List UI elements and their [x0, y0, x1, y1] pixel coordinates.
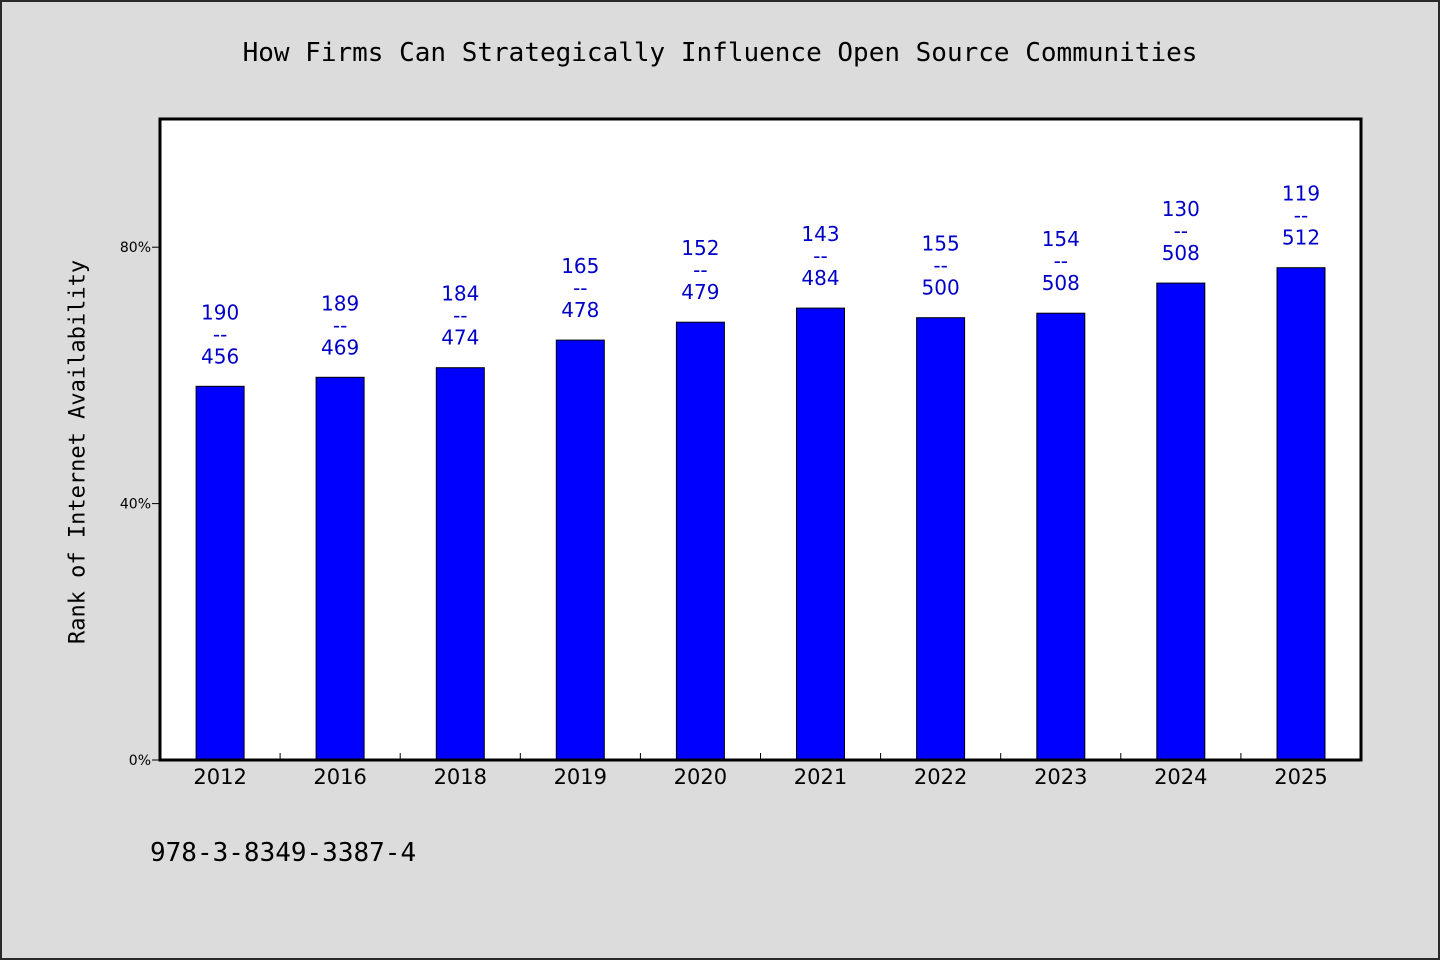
bar-2018 [435, 367, 485, 761]
x-tick-label-2019: 2019 [554, 765, 607, 789]
x-tick-label-2023: 2023 [1034, 765, 1087, 789]
data-label-2025-line-3: 512 [1282, 226, 1320, 250]
x-tick-label-2024: 2024 [1154, 765, 1207, 789]
data-labels-group: 190--456189--469184--474165--478152--479… [201, 182, 1320, 369]
y-tick-label-80: 80% [120, 240, 151, 256]
footer-code: 978-3-8349-3387-4 [150, 838, 416, 868]
data-label-2025-line-1: 119 [1282, 182, 1320, 206]
x-tick-label-2018: 2018 [434, 765, 487, 789]
chart-title: How Firms Can Strategically Influence Op… [243, 38, 1198, 68]
data-label-2023-line-2: -- [1054, 249, 1068, 273]
data-label-2012-line-1: 190 [201, 300, 239, 324]
data-label-2019-line-2: -- [573, 276, 587, 300]
bar-2023 [1036, 312, 1086, 761]
plot-border [158, 117, 1363, 762]
data-label-2018-line-1: 184 [441, 282, 479, 306]
data-label-2012-line-2: -- [213, 322, 227, 346]
data-label-2016-line-2: -- [333, 313, 347, 337]
data-label-2022-line-2: -- [933, 254, 947, 278]
data-label-2024-line-2: -- [1174, 219, 1188, 243]
data-label-2016-line-1: 189 [321, 291, 359, 315]
x-tick-label-2022: 2022 [914, 765, 967, 789]
bar-2020 [675, 321, 725, 761]
data-label-2019-line-1: 165 [561, 254, 599, 278]
bar-2022 [916, 317, 966, 761]
data-label-2022-line-1: 155 [922, 232, 960, 256]
data-label-2024-line-1: 130 [1162, 197, 1200, 221]
x-tick-label-2016: 2016 [313, 765, 366, 789]
data-label-2016-line-3: 469 [321, 335, 359, 359]
data-label-2021-line-1: 143 [801, 222, 839, 246]
x-tick-label-2012: 2012 [193, 765, 246, 789]
data-label-2020-line-1: 152 [681, 236, 719, 260]
data-label-2022-line-3: 500 [922, 276, 960, 300]
data-label-2012-line-3: 456 [201, 344, 239, 368]
data-label-2019-line-3: 478 [561, 298, 599, 322]
data-label-2018-line-3: 474 [441, 326, 479, 350]
data-label-2018-line-2: -- [453, 304, 467, 328]
data-label-2024-line-3: 508 [1162, 241, 1200, 265]
bar-2021 [796, 307, 845, 761]
x-tick-label-2025: 2025 [1274, 765, 1327, 789]
bar-2012 [195, 385, 245, 761]
bars-group [195, 267, 1326, 761]
data-label-2025-line-2: -- [1294, 204, 1308, 228]
bar-2024 [1156, 282, 1206, 761]
bar-2019 [555, 339, 605, 761]
y-axis-title: Rank of Internet Availability [66, 260, 91, 644]
data-label-2021-line-2: -- [813, 244, 827, 268]
x-tick-label-2020: 2020 [674, 765, 727, 789]
y-axis: 0% 40% 80% [120, 240, 160, 769]
data-label-2023-line-3: 508 [1042, 271, 1080, 295]
data-label-2023-line-1: 154 [1042, 227, 1080, 251]
x-axis: 2012 2016 2018 2019 2020 2021 2022 2023 2024 2025 [193, 753, 1328, 789]
data-label-2020-line-3: 479 [681, 280, 719, 304]
x-tick-label-2021: 2021 [794, 765, 847, 789]
data-label-2021-line-3: 484 [801, 266, 839, 290]
y-tick-label-0: 0% [129, 753, 151, 769]
bar-2025 [1276, 267, 1326, 761]
data-label-2020-line-2: -- [693, 258, 707, 282]
bar-2016 [315, 376, 365, 761]
y-tick-label-40: 40% [120, 497, 151, 513]
